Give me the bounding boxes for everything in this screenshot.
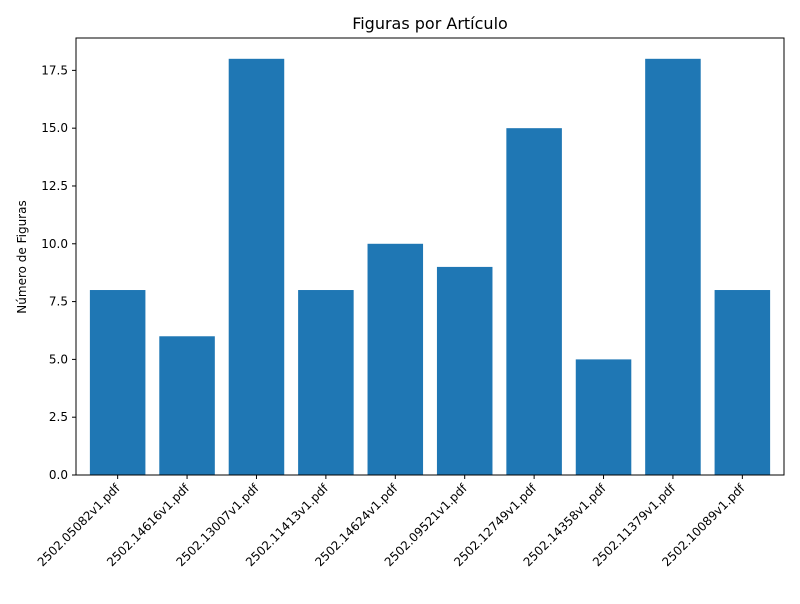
bar [714,290,771,475]
y-tick-label: 0.0 [49,468,68,482]
y-tick-label: 5.0 [49,352,68,366]
bar [367,243,424,475]
chart-title: Figuras por Artículo [352,14,508,33]
bar [436,266,493,475]
y-tick-label: 2.5 [49,410,68,424]
x-axis-ticks: 2502.05082v1.pdf2502.14616v1.pdf2502.130… [35,475,748,569]
bar [298,290,354,475]
y-tick-label: 12.5 [41,179,68,193]
bars-layer [89,58,771,476]
y-axis-ticks: 0.0 2.5 5.0 7.5 10.0 12.5 15.0 17.5 [41,63,76,482]
y-tick-label: 17.5 [41,63,68,77]
bar [159,336,215,475]
y-axis-label: Número de Figuras [15,200,29,313]
plot-frame [75,37,785,476]
bar [228,58,285,476]
y-tick-label: 10.0 [41,237,68,251]
bar [89,290,146,475]
bar [645,58,701,476]
y-tick-label: 7.5 [49,295,68,309]
bar [575,359,632,475]
y-tick-label: 15.0 [41,121,68,135]
bar [506,128,562,475]
